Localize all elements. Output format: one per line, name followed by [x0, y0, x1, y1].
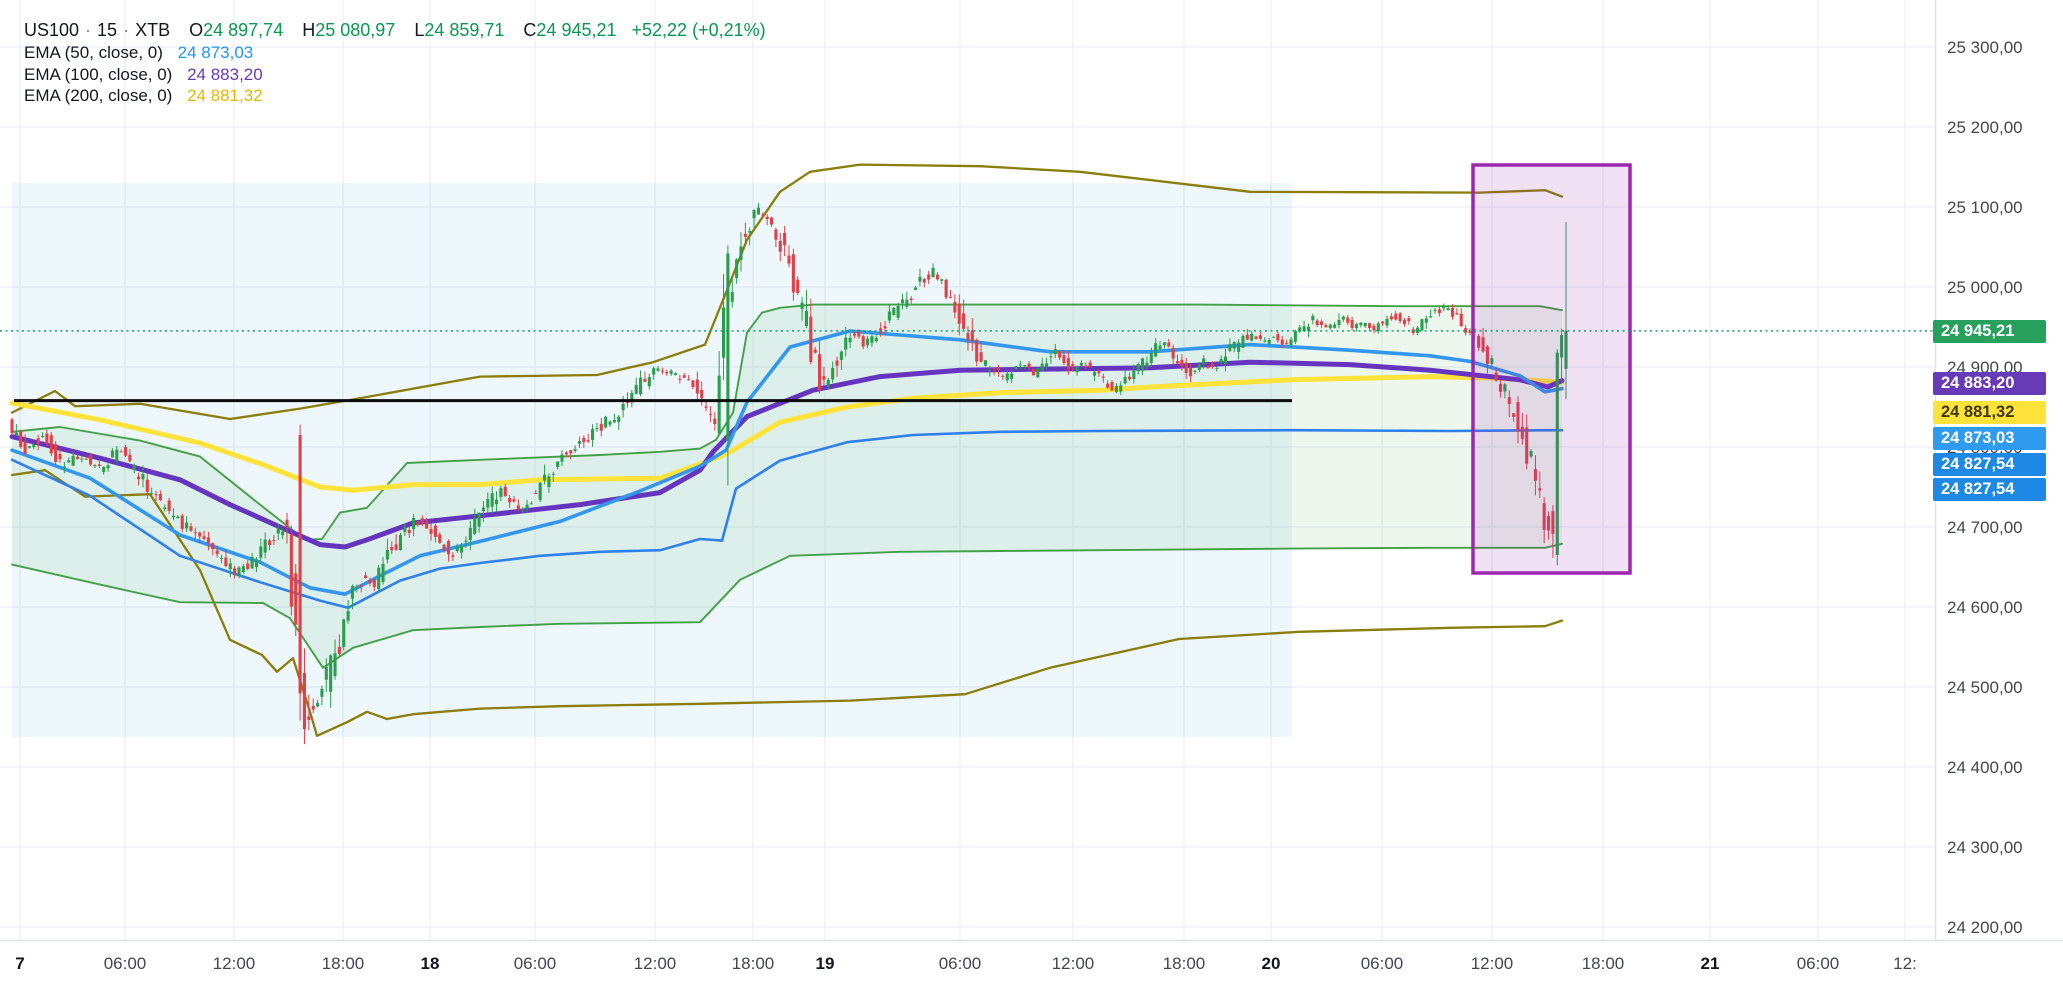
- svg-text:24 500,00: 24 500,00: [1947, 678, 2023, 697]
- indicator-row-ema100[interactable]: EMA (100, close, 0) 24 883,20: [24, 64, 766, 86]
- indicator-name: EMA (50, close, 0): [24, 43, 163, 62]
- indicator-row-ema50[interactable]: EMA (50, close, 0) 24 873,03: [24, 42, 766, 64]
- svg-text:25 300,00: 25 300,00: [1947, 38, 2023, 57]
- svg-text:12:00: 12:00: [213, 954, 256, 973]
- svg-text:7: 7: [15, 954, 24, 973]
- svg-text:24 600,00: 24 600,00: [1947, 598, 2023, 617]
- svg-text:24 300,00: 24 300,00: [1947, 838, 2023, 857]
- svg-text:21: 21: [1701, 954, 1720, 973]
- indicator-name: EMA (100, close, 0): [24, 64, 173, 84]
- close-label: C: [523, 20, 537, 40]
- indicator-name: EMA (200, close, 0): [24, 86, 173, 105]
- svg-text:25 000,00: 25 000,00: [1947, 278, 2023, 297]
- provider-label: XTB: [135, 20, 171, 40]
- price-badge: 24 883,20: [1933, 371, 2046, 395]
- price-badge: 24 827,54: [1933, 477, 2046, 501]
- svg-text:25 100,00: 25 100,00: [1947, 198, 2023, 217]
- price-badge: 24 827,54: [1933, 452, 2046, 476]
- price-badge: 24 873,03: [1933, 426, 2046, 450]
- high-value: 25 080,97: [315, 20, 396, 40]
- indicator-value: 24 883,20: [187, 64, 263, 84]
- svg-text:06:00: 06:00: [514, 954, 557, 973]
- svg-text:12:00: 12:00: [1471, 954, 1514, 973]
- time-axis-labels[interactable]: 7 06:00 12:00 18:00 18 06:00 12:00 18:00 19 06:00…: [15, 954, 1917, 973]
- price-badge: 24 881,32: [1933, 400, 2046, 424]
- svg-text:18:00: 18:00: [1163, 954, 1206, 973]
- low-label: L: [414, 20, 425, 40]
- low-value: 24 859,71: [424, 20, 505, 40]
- open-value: 24 897,74: [203, 20, 284, 40]
- svg-text:24 400,00: 24 400,00: [1947, 758, 2023, 777]
- indicator-value: 24 881,32: [187, 86, 263, 105]
- svg-text:25 200,00: 25 200,00: [1947, 118, 2023, 137]
- price-badge: 24 945,21: [1933, 319, 2046, 343]
- candles-layer: [10, 202, 1568, 745]
- svg-text:12:00: 12:00: [1052, 954, 1095, 973]
- band-fill: [12, 304, 1562, 668]
- timeframe-label[interactable]: 15: [97, 20, 118, 40]
- change-value: +52,22 (+0,21%): [631, 20, 766, 40]
- indicator-row-ema200[interactable]: EMA (200, close, 0) 24 881,32: [24, 85, 766, 107]
- highlight-box-drawing[interactable]: [1471, 163, 1632, 575]
- svg-text:06:00: 06:00: [1361, 954, 1404, 973]
- svg-text:06:00: 06:00: [939, 954, 982, 973]
- indicator-value: 24 873,03: [177, 43, 254, 62]
- svg-text:24 700,00: 24 700,00: [1947, 518, 2023, 537]
- separator-dot: ·: [85, 20, 92, 40]
- close-value: 24 945,21: [536, 20, 617, 40]
- svg-text:18: 18: [421, 954, 440, 973]
- svg-text:12:: 12:: [1893, 954, 1917, 973]
- svg-text:18:00: 18:00: [1582, 954, 1625, 973]
- session-highlight-region: [12, 183, 1292, 737]
- high-label: H: [302, 20, 316, 40]
- price-axis-badges[interactable]: 24 945,21 24 883,20 24 881,32 24 873,03 24 8…: [1933, 0, 2063, 940]
- svg-text:20: 20: [1262, 954, 1281, 973]
- svg-text:19: 19: [816, 954, 835, 973]
- grid-lines: [0, 0, 1935, 940]
- svg-text:18:00: 18:00: [322, 954, 365, 973]
- svg-text:18:00: 18:00: [732, 954, 775, 973]
- symbol-title[interactable]: US100: [24, 20, 80, 40]
- svg-text:06:00: 06:00: [104, 954, 147, 973]
- svg-text:24 200,00: 24 200,00: [1947, 918, 2023, 937]
- svg-text:06:00: 06:00: [1797, 954, 1840, 973]
- svg-text:12:00: 12:00: [634, 954, 677, 973]
- open-label: O: [189, 20, 204, 40]
- separator-dot: ·: [123, 20, 130, 40]
- chart-legend: US100 · 15 · XTB O24 897,74 H25 080,97 L24 8…: [24, 18, 766, 107]
- symbol-row[interactable]: US100 · 15 · XTB O24 897,74 H25 080,97 L24 8…: [24, 18, 766, 42]
